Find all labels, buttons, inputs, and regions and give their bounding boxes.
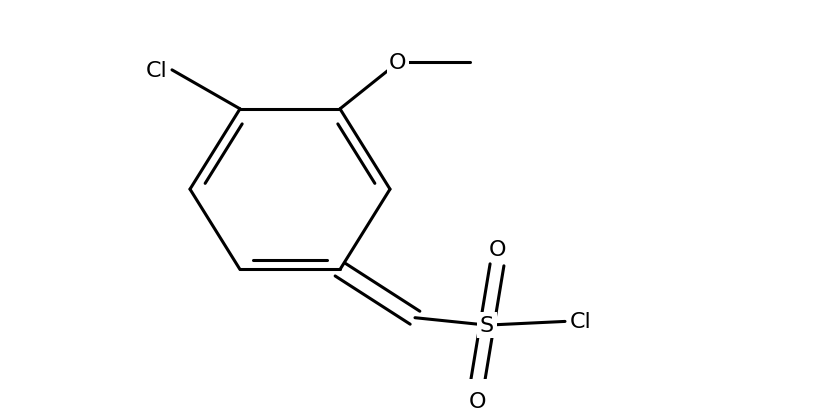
Text: O: O bbox=[468, 391, 485, 409]
Text: S: S bbox=[480, 315, 494, 335]
Text: Cl: Cl bbox=[145, 61, 167, 81]
Text: O: O bbox=[389, 53, 407, 73]
Text: O: O bbox=[488, 240, 505, 260]
Text: Cl: Cl bbox=[570, 312, 592, 332]
